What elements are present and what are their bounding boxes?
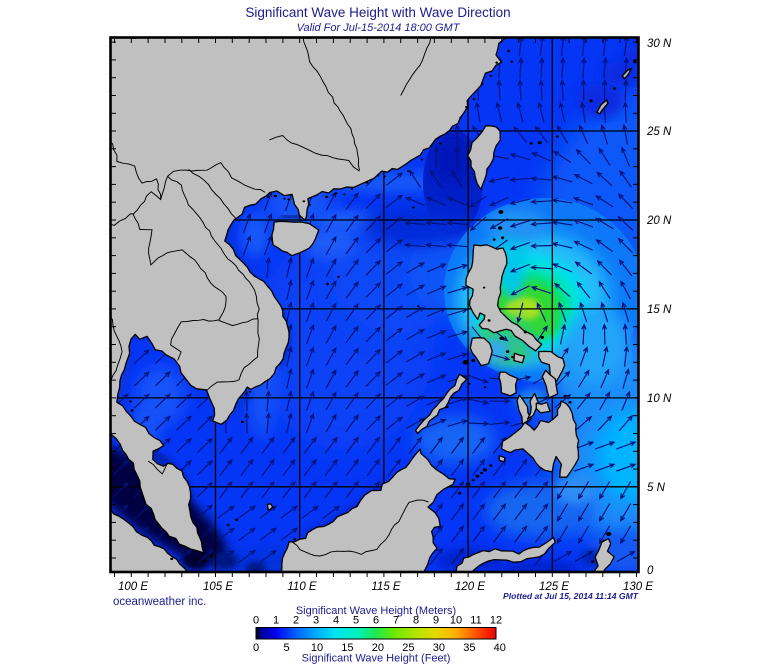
svg-text:30: 30 xyxy=(433,642,445,654)
svg-text:105 E: 105 E xyxy=(203,581,233,593)
svg-text:20: 20 xyxy=(372,642,384,654)
svg-text:125 E: 125 E xyxy=(539,581,569,593)
svg-text:5 N: 5 N xyxy=(647,482,666,494)
svg-text:15 N: 15 N xyxy=(647,304,672,316)
svg-text:oceanweather inc.: oceanweather inc. xyxy=(113,596,206,608)
svg-text:7: 7 xyxy=(393,615,399,627)
svg-text:3: 3 xyxy=(313,615,319,627)
svg-text:10: 10 xyxy=(450,615,462,627)
svg-text:Significant Wave Height (Feet): Significant Wave Height (Feet) xyxy=(302,653,451,665)
svg-text:15: 15 xyxy=(341,642,353,654)
svg-text:100 E: 100 E xyxy=(118,581,148,593)
svg-text:8: 8 xyxy=(413,615,419,627)
svg-text:12: 12 xyxy=(490,615,502,627)
svg-text:Significant Wave Height (Meter: Significant Wave Height (Meters) xyxy=(296,605,456,617)
svg-text:25: 25 xyxy=(402,642,414,654)
svg-text:5: 5 xyxy=(353,615,359,627)
svg-text:20 N: 20 N xyxy=(646,215,672,227)
svg-text:10: 10 xyxy=(311,642,323,654)
svg-text:25 N: 25 N xyxy=(646,126,672,138)
svg-text:Plotted at Jul 15, 2014 11:14: Plotted at Jul 15, 2014 11:14 GMT xyxy=(503,591,639,601)
svg-text:120 E: 120 E xyxy=(455,581,485,593)
svg-text:115 E: 115 E xyxy=(371,581,401,593)
svg-text:30 N: 30 N xyxy=(647,38,672,50)
svg-text:0: 0 xyxy=(253,642,259,654)
svg-text:6: 6 xyxy=(373,615,379,627)
svg-text:0: 0 xyxy=(253,615,259,627)
svg-text:130 E: 130 E xyxy=(623,581,653,593)
svg-text:Valid For Jul-15-2014 18:00 GM: Valid For Jul-15-2014 18:00 GMT xyxy=(297,22,461,34)
svg-text:Significant Wave Height with W: Significant Wave Height with Wave Direct… xyxy=(245,5,510,20)
svg-text:110 E: 110 E xyxy=(287,581,317,593)
svg-text:35: 35 xyxy=(463,642,475,654)
svg-text:9: 9 xyxy=(433,615,439,627)
svg-text:40: 40 xyxy=(494,642,506,654)
svg-text:2: 2 xyxy=(293,615,299,627)
svg-text:4: 4 xyxy=(333,615,339,627)
svg-text:1: 1 xyxy=(273,615,279,627)
svg-text:11: 11 xyxy=(470,615,481,627)
svg-text:5: 5 xyxy=(283,642,289,654)
svg-text:10 N: 10 N xyxy=(647,393,672,405)
svg-text:0: 0 xyxy=(647,565,654,577)
